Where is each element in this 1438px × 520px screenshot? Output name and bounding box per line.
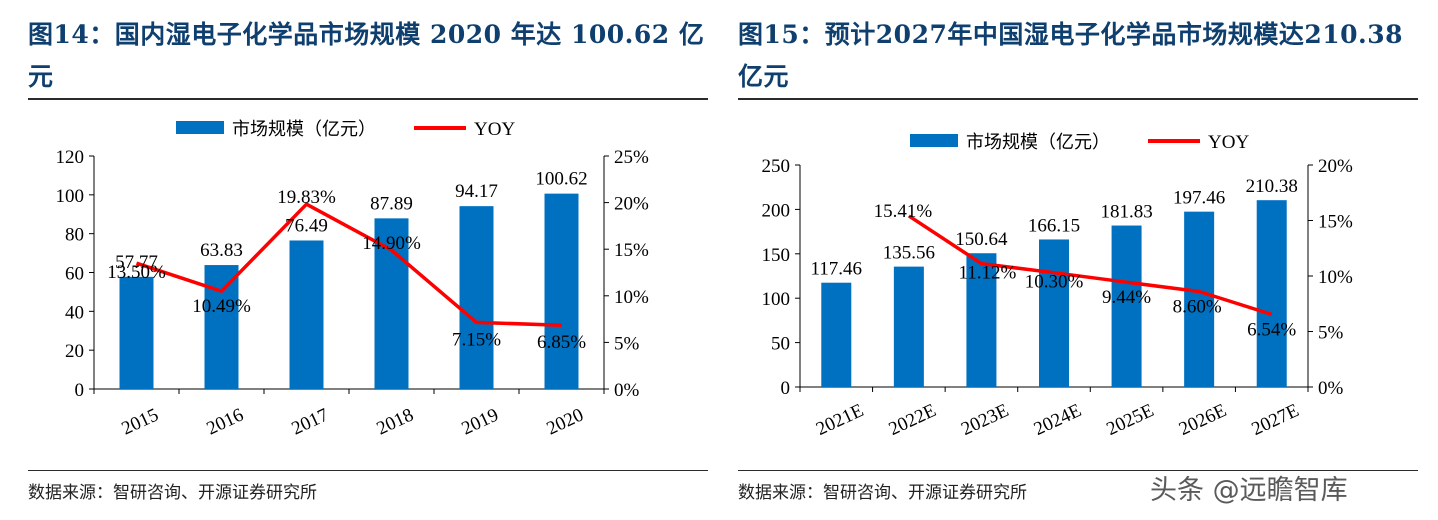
figure-14-source: 数据来源：智研咨询、开源证券研究所 — [28, 483, 317, 503]
fig15-x-category-label: 2022E — [886, 400, 940, 440]
fig15-x-category-label: 2024E — [1031, 400, 1085, 440]
fig14-yoy-value-label: 19.83% — [277, 187, 336, 208]
figure-14-chart: 市场规模（亿元） YOY 0 20 40 60 80 100 120 0% 5% 10% 15% 20% 2… — [56, 119, 650, 440]
fig14-bar-value-label: 76.49 — [285, 215, 328, 236]
figure-15-source-rule — [738, 470, 1418, 471]
fig14-y-left-tick-label: 0 — [75, 380, 85, 401]
fig14-yoy-value-label: 6.85% — [537, 332, 586, 353]
fig14-x-category-label: 2017 — [289, 404, 332, 439]
fig14-y-left-tick-label: 60 — [65, 264, 84, 285]
fig15-bar — [1184, 211, 1215, 387]
fig14-x-category-label: 2015 — [119, 404, 162, 439]
fig14-y-left-tick-label: 120 — [56, 147, 85, 168]
fig15-x-category-label: 2023E — [958, 400, 1012, 440]
fig14-legend-bar-label: 市场规模（亿元） — [232, 119, 376, 139]
fig15-yoy-value-label: 6.54% — [1247, 319, 1296, 340]
fig14-bar-value-label: 100.62 — [535, 169, 587, 190]
fig14-y-left-tick-label: 80 — [65, 225, 84, 246]
fig14-y-left-tick-label: 100 — [56, 186, 85, 207]
figure-14-title: 图14：国内湿电子化学品市场规模 2020 年达 100.62 亿元 — [28, 20, 705, 91]
fig15-legend-bar-label: 市场规模（亿元） — [966, 132, 1110, 152]
fig14-legend-bar-swatch — [176, 121, 224, 134]
fig14-y-left-tick-label: 40 — [65, 302, 84, 323]
fig15-bar-value-label: 197.46 — [1173, 188, 1225, 209]
fig14-y-right-tick-label: 15% — [614, 240, 649, 261]
fig14-bar — [459, 206, 494, 389]
fig15-yoy-value-label: 15.41% — [874, 201, 933, 222]
fig15-bar — [821, 282, 852, 387]
fig15-bar-value-label: 210.38 — [1246, 176, 1298, 197]
watermark-text: 头条 @远瞻智库 — [1150, 475, 1348, 506]
fig15-y-right-tick-label: 15% — [1318, 212, 1353, 233]
fig14-y-right-tick-label: 5% — [614, 333, 640, 354]
figure-15-panel: 图15：预计2027年中国湿电子化学品市场规模达210.38亿元 市场规模（亿元… — [738, 0, 1418, 520]
fig14-bar-value-label: 63.83 — [200, 240, 243, 261]
fig15-y-right-tick-label: 0% — [1318, 378, 1344, 399]
fig14-bar — [204, 265, 239, 389]
fig15-bar — [1039, 239, 1069, 387]
fig15-y-right-tick-label: 10% — [1318, 267, 1353, 288]
fig14-yoy-value-label: 13.50% — [107, 262, 166, 283]
fig14-legend-line-label: YOY — [474, 119, 515, 140]
figure-15-title: 图15：预计2027年中国湿电子化学品市场规模达210.38亿元 — [738, 20, 1404, 91]
fig14-bar — [374, 218, 409, 389]
figure-14-title-rule — [28, 98, 708, 100]
fig15-bar — [966, 253, 997, 387]
fig14-x-category-label: 2018 — [374, 404, 417, 439]
figure-15-chart: 市场规模（亿元） YOY 0 50 100 150 200 250 0% 5% 10% 15% 20% 2… — [762, 132, 1354, 440]
fig15-x-category-label: 2026E — [1176, 400, 1230, 440]
fig14-bar — [544, 193, 579, 389]
fig15-legend-bar-swatch — [910, 134, 958, 147]
fig15-bar-value-label: 117.46 — [811, 259, 863, 280]
fig14-bar — [119, 276, 154, 389]
figure-15-source: 数据来源：智研咨询、开源证券研究所 — [738, 483, 1027, 503]
fig14-y-left-tick-label: 20 — [65, 341, 84, 362]
fig14-bar — [289, 240, 324, 389]
fig15-x-category-label: 2025E — [1103, 400, 1157, 440]
fig15-bar — [1256, 200, 1287, 387]
fig14-y-right-tick-label: 0% — [614, 380, 640, 401]
figure-14-panel: 图14：国内湿电子化学品市场规模 2020 年达 100.62 亿元 市场规模（… — [28, 0, 708, 520]
fig14-x-category-label: 2016 — [204, 404, 247, 439]
fig14-yoy-value-label: 7.15% — [452, 329, 501, 350]
fig15-bar-value-label: 150.64 — [955, 229, 1008, 250]
fig15-bar-value-label: 135.56 — [883, 243, 935, 264]
figure-15-title-rule — [738, 98, 1418, 100]
fig15-y-right-tick-label: 20% — [1318, 156, 1353, 177]
fig15-y-left-tick-label: 200 — [762, 200, 791, 221]
fig14-yoy-value-label: 10.49% — [192, 296, 251, 317]
fig15-y-left-tick-label: 150 — [762, 245, 791, 266]
fig14-bar-value-label: 87.89 — [370, 193, 413, 214]
fig15-y-left-tick-label: 50 — [771, 334, 790, 355]
fig14-yoy-line — [135, 202, 562, 327]
fig15-y-left-tick-label: 100 — [762, 289, 791, 310]
fig14-yoy-value-label: 14.90% — [362, 233, 421, 254]
fig15-x-category-label: 2021E — [813, 400, 867, 440]
fig14-y-right-tick-label: 10% — [614, 287, 649, 308]
fig15-yoy-value-label: 8.60% — [1173, 297, 1222, 318]
fig15-yoy-value-label: 11.12% — [958, 263, 1016, 284]
fig14-y-right-tick-label: 25% — [614, 147, 649, 168]
fig15-y-right-tick-label: 5% — [1318, 323, 1344, 344]
fig14-bar-value-label: 57.77 — [115, 252, 158, 273]
fig14-y-right-tick-label: 20% — [614, 194, 649, 215]
fig15-yoy-value-label: 10.30% — [1025, 272, 1084, 293]
fig15-x-category-label: 2027E — [1248, 400, 1302, 440]
fig15-yoy-line — [907, 214, 1273, 317]
fig15-bar-value-label: 181.83 — [1100, 202, 1152, 223]
fig15-y-left-tick-label: 250 — [762, 156, 791, 177]
fig14-x-category-label: 2020 — [544, 404, 587, 439]
fig15-bar — [1111, 225, 1142, 387]
fig15-bar — [893, 266, 924, 387]
figure-14-source-rule — [28, 470, 708, 471]
fig14-x-category-label: 2019 — [459, 404, 502, 439]
fig15-y-left-tick-label: 0 — [781, 378, 791, 399]
fig15-bar-value-label: 166.15 — [1028, 215, 1080, 236]
fig14-bar-value-label: 94.17 — [455, 181, 498, 202]
fig15-legend-line-label: YOY — [1208, 132, 1249, 153]
fig15-yoy-value-label: 9.44% — [1102, 287, 1151, 308]
